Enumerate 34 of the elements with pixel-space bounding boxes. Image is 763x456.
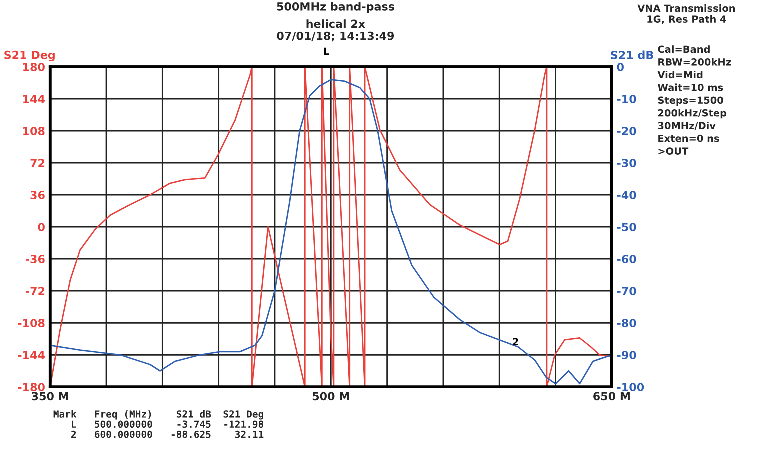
x-tick-label: 500 M <box>312 392 350 401</box>
x-tick-label: 650 M <box>594 392 630 401</box>
y-tick-label: 72 <box>30 159 45 168</box>
text: Mark Freq (MHz) S21 dB S21 Deg L 500.000000 -3.745 -121.98 2 600.000000 -88.625 32.11 <box>54 410 264 438</box>
y-tick-label: 36 <box>30 191 45 200</box>
y2-tick-label: -50 <box>617 223 636 232</box>
y2-tick-label: -40 <box>617 191 636 200</box>
y-axis-title: S21 Deg <box>4 50 55 62</box>
y2-tick-label: -80 <box>617 319 636 328</box>
y-tick-label: -144 <box>18 351 45 360</box>
text: L <box>324 48 330 55</box>
y-tick-label: -108 <box>18 319 45 328</box>
y2-tick-label: -30 <box>617 159 636 168</box>
y2-tick-label: -60 <box>617 255 636 264</box>
y2-tick-label: -20 <box>617 127 636 136</box>
y2-tick-label: -90 <box>617 351 636 360</box>
y2-tick-label: 0 <box>617 63 624 72</box>
y-tick-label: 0 <box>38 223 45 232</box>
y-tick-label: 144 <box>24 95 45 104</box>
text: VNA Transmission 1G, Res Path 4 <box>638 4 736 24</box>
y-tick-label: 180 <box>24 63 45 72</box>
text: Cal=Band RBW=200kHz Vid=Mid Wait=10 ms Steps=1500 200kHz/Step 30MHz/Div Exten=0 ns >OUT <box>658 46 732 155</box>
annotation: 2 <box>513 338 518 346</box>
y-tick-label: 108 <box>24 127 45 136</box>
chart-subtitle: helical 2x 07/01/18; 14:13:49 <box>277 20 394 42</box>
y2-tick-label: -100 <box>617 383 644 392</box>
y2-tick-label: -10 <box>617 95 636 104</box>
x-tick-label: 350 M <box>32 392 68 401</box>
y2-axis-title: S21 dB <box>611 50 654 60</box>
y-tick-label: -72 <box>26 287 45 296</box>
y-tick-label: -180 <box>18 383 45 392</box>
y2-tick-label: -70 <box>617 287 636 296</box>
chart-title: 500MHz band-pass <box>277 2 394 14</box>
y-tick-label: -36 <box>26 255 45 264</box>
